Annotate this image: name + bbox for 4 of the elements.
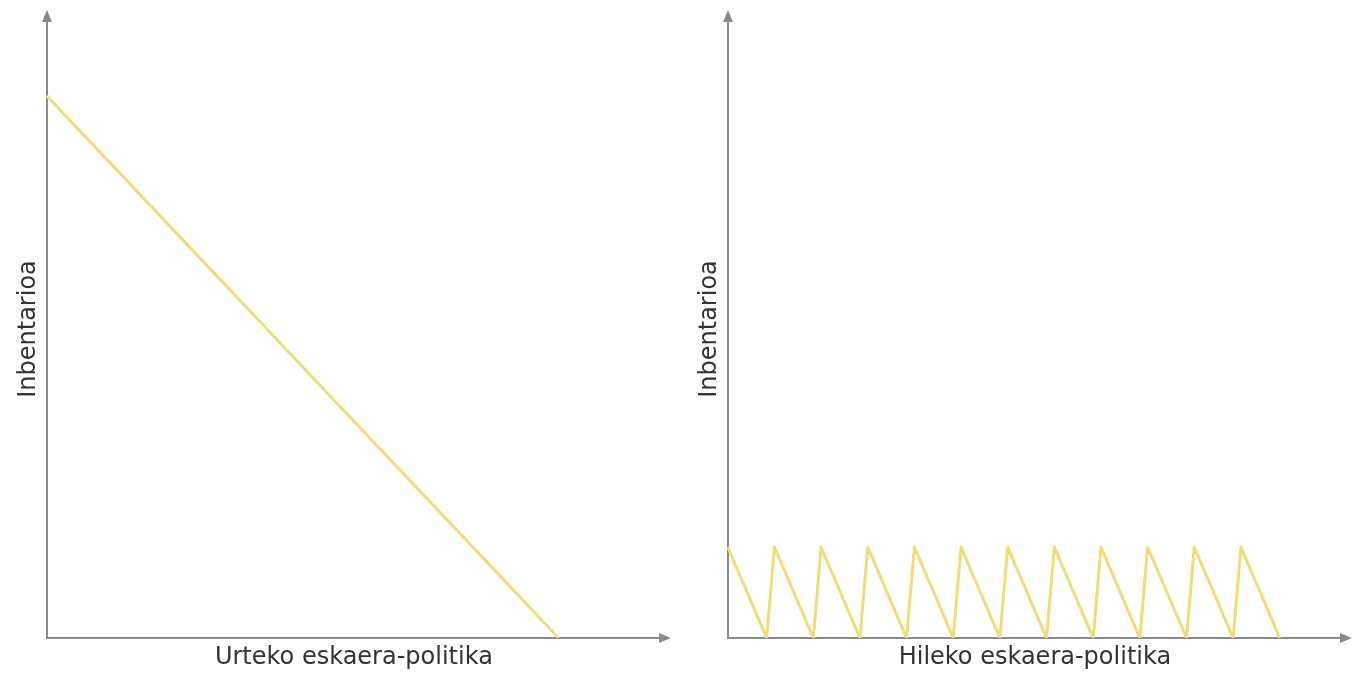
y-axis-title: Inbentarioa	[12, 260, 41, 398]
x-axis-title: Hileko eskaera-politika	[898, 641, 1172, 670]
y-axis-title: Inbentarioa	[693, 260, 722, 398]
x-axis-title: Urteko eskaera-politika	[214, 641, 493, 670]
